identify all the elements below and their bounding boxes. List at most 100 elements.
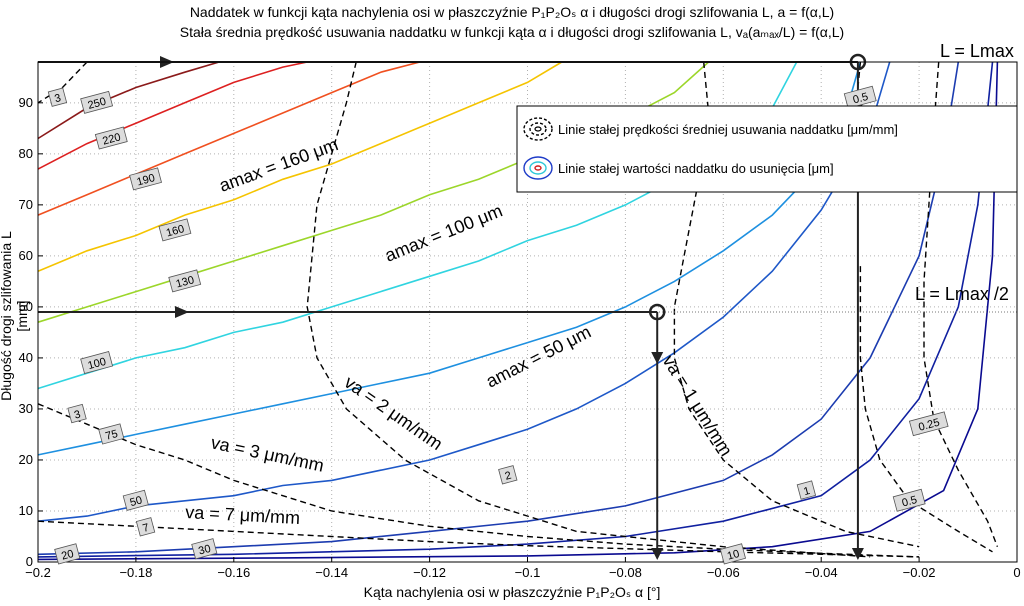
x-tick-label: −0.06 [707, 565, 740, 580]
y-tick-label: 90 [19, 95, 33, 110]
plot-frame [37, 61, 1018, 563]
contour-label-text: 1 [802, 485, 811, 498]
contour-label-box [80, 351, 114, 375]
contour-a-75 [37, 61, 862, 456]
contour-label: 160 [158, 218, 192, 242]
legend-black-icon [523, 117, 553, 141]
contour-label-text: 3 [53, 92, 62, 105]
contour-label-box [498, 465, 518, 485]
contour-label: 3 [67, 403, 87, 424]
y-tick-label: 70 [19, 197, 33, 212]
annotation-l-half: L = Lmax /2 [915, 284, 1009, 304]
contour-label-text: 160 [165, 223, 186, 239]
contour-label-text: 30 [197, 543, 212, 558]
contour-label: 30 [191, 538, 218, 560]
contour-va-3 [37, 403, 920, 558]
contour-a-250 [37, 61, 220, 140]
x-axis-label: Kąta nachylenia osi w płaszczyźnie P₁P₂O… [363, 584, 661, 600]
vertical-drop-arrowhead [651, 548, 664, 560]
y-axis-label: Długość drogi szlifowania L [mm] [0, 231, 30, 401]
x-tick-label: −0.12 [413, 565, 446, 580]
x-tick-label: −0.04 [805, 565, 838, 580]
annotation-va7: va = 7 μm/mm [185, 502, 301, 528]
contour-va-2 [306, 61, 871, 558]
chart-title-line2: Stała średnia prędkość usuwania naddatku… [179, 24, 845, 40]
annotation-a160: amax = 160 μm [217, 134, 341, 196]
contour-a-220 [37, 61, 308, 170]
annotation-va2: va = 2 μm/mm [341, 372, 447, 454]
contour-label-text: 7 [141, 522, 150, 535]
y-tick-label: 30 [19, 401, 33, 416]
contour-label-text: 220 [101, 131, 122, 147]
y-tick-label: 40 [19, 350, 33, 365]
contour-label-text: 2 [504, 470, 513, 483]
y-tick-label: 50 [19, 299, 33, 314]
contour-label: 2 [498, 465, 518, 485]
contour-label-box [908, 411, 949, 437]
lhalf-arrowhead [175, 306, 189, 318]
x-tick-label: −0.02 [903, 565, 936, 580]
x-tick-label: −0.16 [217, 565, 250, 580]
contour-label-text: 50 [129, 494, 144, 509]
y-tick-label: 0 [26, 554, 33, 569]
contour-label: 190 [129, 167, 162, 191]
contour-label-text: 100 [87, 356, 108, 372]
contour-label-text: 3 [73, 408, 82, 421]
contour-a-20 [37, 61, 994, 558]
contour-label: 7 [135, 517, 156, 537]
contour-a-30 [37, 61, 960, 556]
contour-label-box [94, 126, 128, 150]
contour-label-text: 0.5 [901, 494, 919, 510]
contour-a-10 [37, 61, 999, 561]
contour-va-3 [37, 61, 88, 104]
annotation-va1: va = 1 μm/mm [659, 352, 737, 460]
annotation-va3: va = 3 μm/mm [209, 432, 326, 475]
contour-label-box [98, 423, 125, 445]
vertical-mid-arrowhead [651, 352, 664, 364]
contour-label: 50 [122, 489, 149, 511]
x-tick-label: −0.18 [119, 565, 152, 580]
x-tick-label: −0.1 [515, 565, 541, 580]
contour-label: 20 [54, 543, 81, 565]
contour-a-50 [37, 61, 891, 522]
x-tick-label: −0.2 [25, 565, 51, 580]
legend-black-label: Linie stałej prędkości średniej usuwania… [558, 122, 898, 137]
axes: −0.2 −0.18 −0.16 −0.14 −0.12 −0.1 −0.08 −0.06 −0… [19, 61, 1021, 580]
contour-a-160 [37, 61, 563, 272]
contour-label-box [67, 403, 87, 424]
contour-va-0.5 [859, 266, 993, 553]
y-tick-label: 60 [19, 248, 33, 263]
contour-label-text: 250 [87, 96, 108, 112]
contour-label-text: 130 [175, 274, 196, 290]
contour-label-box [892, 488, 926, 512]
annotation-l-max: L = Lmax [940, 41, 1014, 61]
contour-label: 3 [47, 87, 68, 107]
contour-label-box [135, 517, 156, 537]
contour-label-box [158, 218, 192, 242]
legend-color-icon [523, 156, 553, 180]
contour-label: 100 [80, 351, 114, 375]
contour-label-box [719, 543, 747, 565]
intersection-marker [648, 303, 666, 321]
y-tick-label: 20 [19, 452, 33, 467]
contour-label-text: 0.25 [917, 417, 941, 434]
contour-label-text: 75 [104, 428, 119, 443]
contour-label: 0.25 [908, 411, 949, 437]
contour-label-text: 0.5 [852, 91, 870, 107]
legend-box: Linie stałej prędkości średniej usuwania… [516, 105, 1018, 193]
contour-label: 220 [94, 126, 128, 150]
contour-label-text: 10 [726, 548, 741, 563]
x-tick-label: −0.14 [315, 565, 348, 580]
y-tick-label: 80 [19, 146, 33, 161]
x-tick-label: −0.08 [609, 565, 642, 580]
contour-label-box [843, 85, 877, 109]
contour-label-box [129, 167, 162, 191]
contour-label-box [54, 543, 81, 565]
contour-label-box [47, 87, 68, 107]
contour-label: 0.5 [892, 488, 926, 512]
contour-a-190 [37, 61, 421, 216]
contour-label-box [168, 269, 202, 293]
vertical-drop-arrowhead [851, 548, 864, 560]
contour-label-box [80, 90, 114, 114]
